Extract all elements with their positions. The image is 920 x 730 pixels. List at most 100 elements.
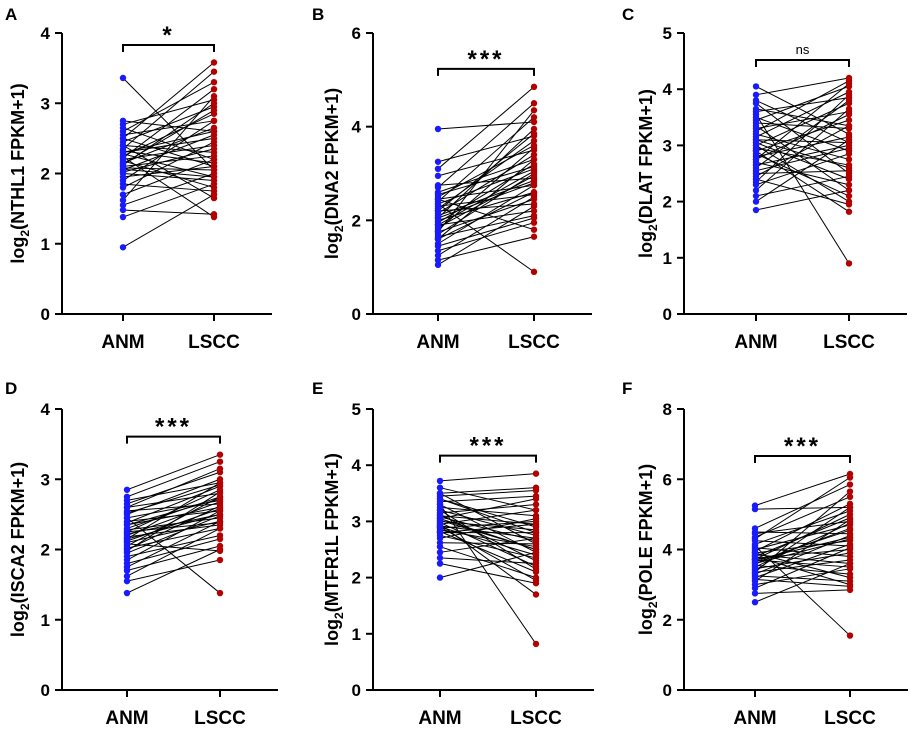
y-tick-label: 3 xyxy=(352,512,361,531)
point-anm xyxy=(436,523,444,531)
pair-line xyxy=(439,509,537,536)
pair-line xyxy=(754,491,851,573)
point-lscc xyxy=(845,208,853,215)
pair-line xyxy=(439,518,537,550)
panel-letter: C xyxy=(622,5,634,24)
pair-line xyxy=(126,549,221,594)
pair-line xyxy=(122,150,215,164)
pair-line xyxy=(126,520,221,568)
pair-line xyxy=(122,209,215,215)
point-lscc xyxy=(532,495,540,503)
pair-line xyxy=(755,111,850,130)
pair-line xyxy=(122,120,215,136)
point-lscc xyxy=(530,179,538,187)
significance-label: *** xyxy=(155,414,192,441)
point-lscc xyxy=(210,78,218,86)
point-lscc xyxy=(845,145,853,152)
point-lscc xyxy=(845,111,853,118)
point-lscc xyxy=(845,80,853,87)
x-tick-label-anm: ANM xyxy=(105,708,148,729)
point-lscc xyxy=(210,93,218,100)
y-tick-label: 4 xyxy=(41,24,51,43)
point-anm xyxy=(123,540,131,548)
y-tick-label: 5 xyxy=(663,24,672,43)
point-lscc xyxy=(216,488,224,496)
point-lscc xyxy=(530,219,538,226)
point-lscc xyxy=(846,544,854,551)
point-lscc xyxy=(845,198,853,205)
point-lscc xyxy=(210,107,218,114)
point-anm xyxy=(434,247,442,254)
point-anm xyxy=(434,235,442,243)
point-anm xyxy=(752,91,760,99)
significance-bracket xyxy=(755,58,850,67)
point-lscc xyxy=(530,83,538,91)
point-anm xyxy=(436,560,444,567)
significance-bracket xyxy=(754,454,851,463)
pair-line xyxy=(754,540,851,547)
pair-line xyxy=(439,542,537,545)
x-tick-label-lscc: LSCC xyxy=(823,332,875,353)
y-tick-label: 4 xyxy=(352,456,362,475)
point-anm xyxy=(436,495,444,503)
point-lscc xyxy=(532,565,540,573)
y-tick-label: 8 xyxy=(663,400,672,419)
point-anm xyxy=(751,598,759,606)
pair-line xyxy=(122,99,215,125)
point-anm xyxy=(751,505,759,513)
pair-line xyxy=(439,489,537,497)
point-anm xyxy=(119,191,127,198)
point-anm xyxy=(123,528,131,536)
pair-line xyxy=(122,95,215,201)
pair-line xyxy=(437,217,535,247)
pair-line xyxy=(437,140,535,210)
point-anm xyxy=(119,213,127,221)
pair-line xyxy=(755,139,850,203)
point-anm xyxy=(436,506,444,514)
point-lscc xyxy=(210,213,218,221)
pair-line xyxy=(122,194,215,248)
x-tick-label-lscc: LSCC xyxy=(194,708,246,729)
pair-line xyxy=(126,520,221,543)
y-axis-label: log2(POLE FPKM+1) xyxy=(636,464,660,635)
point-lscc xyxy=(530,114,538,121)
pair-line xyxy=(754,568,851,586)
point-lscc xyxy=(845,116,853,124)
pair-line xyxy=(122,156,215,218)
y-tick-label: 6 xyxy=(663,470,672,489)
pair-line xyxy=(122,88,215,159)
panel-b: B 0 2 4 6 ANM LSCC log2(DNA2 FPKM+1) *** xyxy=(312,5,592,353)
point-anm xyxy=(434,256,442,264)
point-anm xyxy=(434,214,442,222)
point-lscc xyxy=(210,163,218,170)
point-lscc xyxy=(530,156,538,163)
point-lscc xyxy=(216,458,224,465)
point-anm xyxy=(119,206,127,214)
point-lscc xyxy=(845,173,853,180)
pair-line xyxy=(126,543,221,552)
pair-line xyxy=(126,517,221,594)
pair-line xyxy=(754,547,851,589)
point-lscc xyxy=(845,156,853,163)
pair-line xyxy=(437,236,535,261)
point-lscc xyxy=(846,583,854,590)
point-lscc xyxy=(845,105,853,113)
pair-line xyxy=(439,537,537,553)
pair-line xyxy=(437,177,535,186)
point-anm xyxy=(434,184,442,191)
pair-line xyxy=(437,133,535,212)
point-anm xyxy=(751,549,759,557)
panel-f: F 0 2 4 6 8 ANM LSCC log2(POLE FPKM+1) *** xyxy=(622,379,908,729)
pair-line xyxy=(437,102,535,188)
pair-line xyxy=(439,516,537,542)
pair-line xyxy=(122,120,215,132)
pair-line xyxy=(754,520,851,535)
pair-lines xyxy=(122,62,215,248)
point-anm xyxy=(123,572,131,580)
pair-line xyxy=(754,547,851,558)
significance-bracket xyxy=(437,67,535,76)
x-tick-label-lscc: LSCC xyxy=(188,332,240,353)
y-tick-label: 4 xyxy=(41,400,51,419)
point-lscc xyxy=(210,156,218,163)
pair-line xyxy=(126,527,221,577)
